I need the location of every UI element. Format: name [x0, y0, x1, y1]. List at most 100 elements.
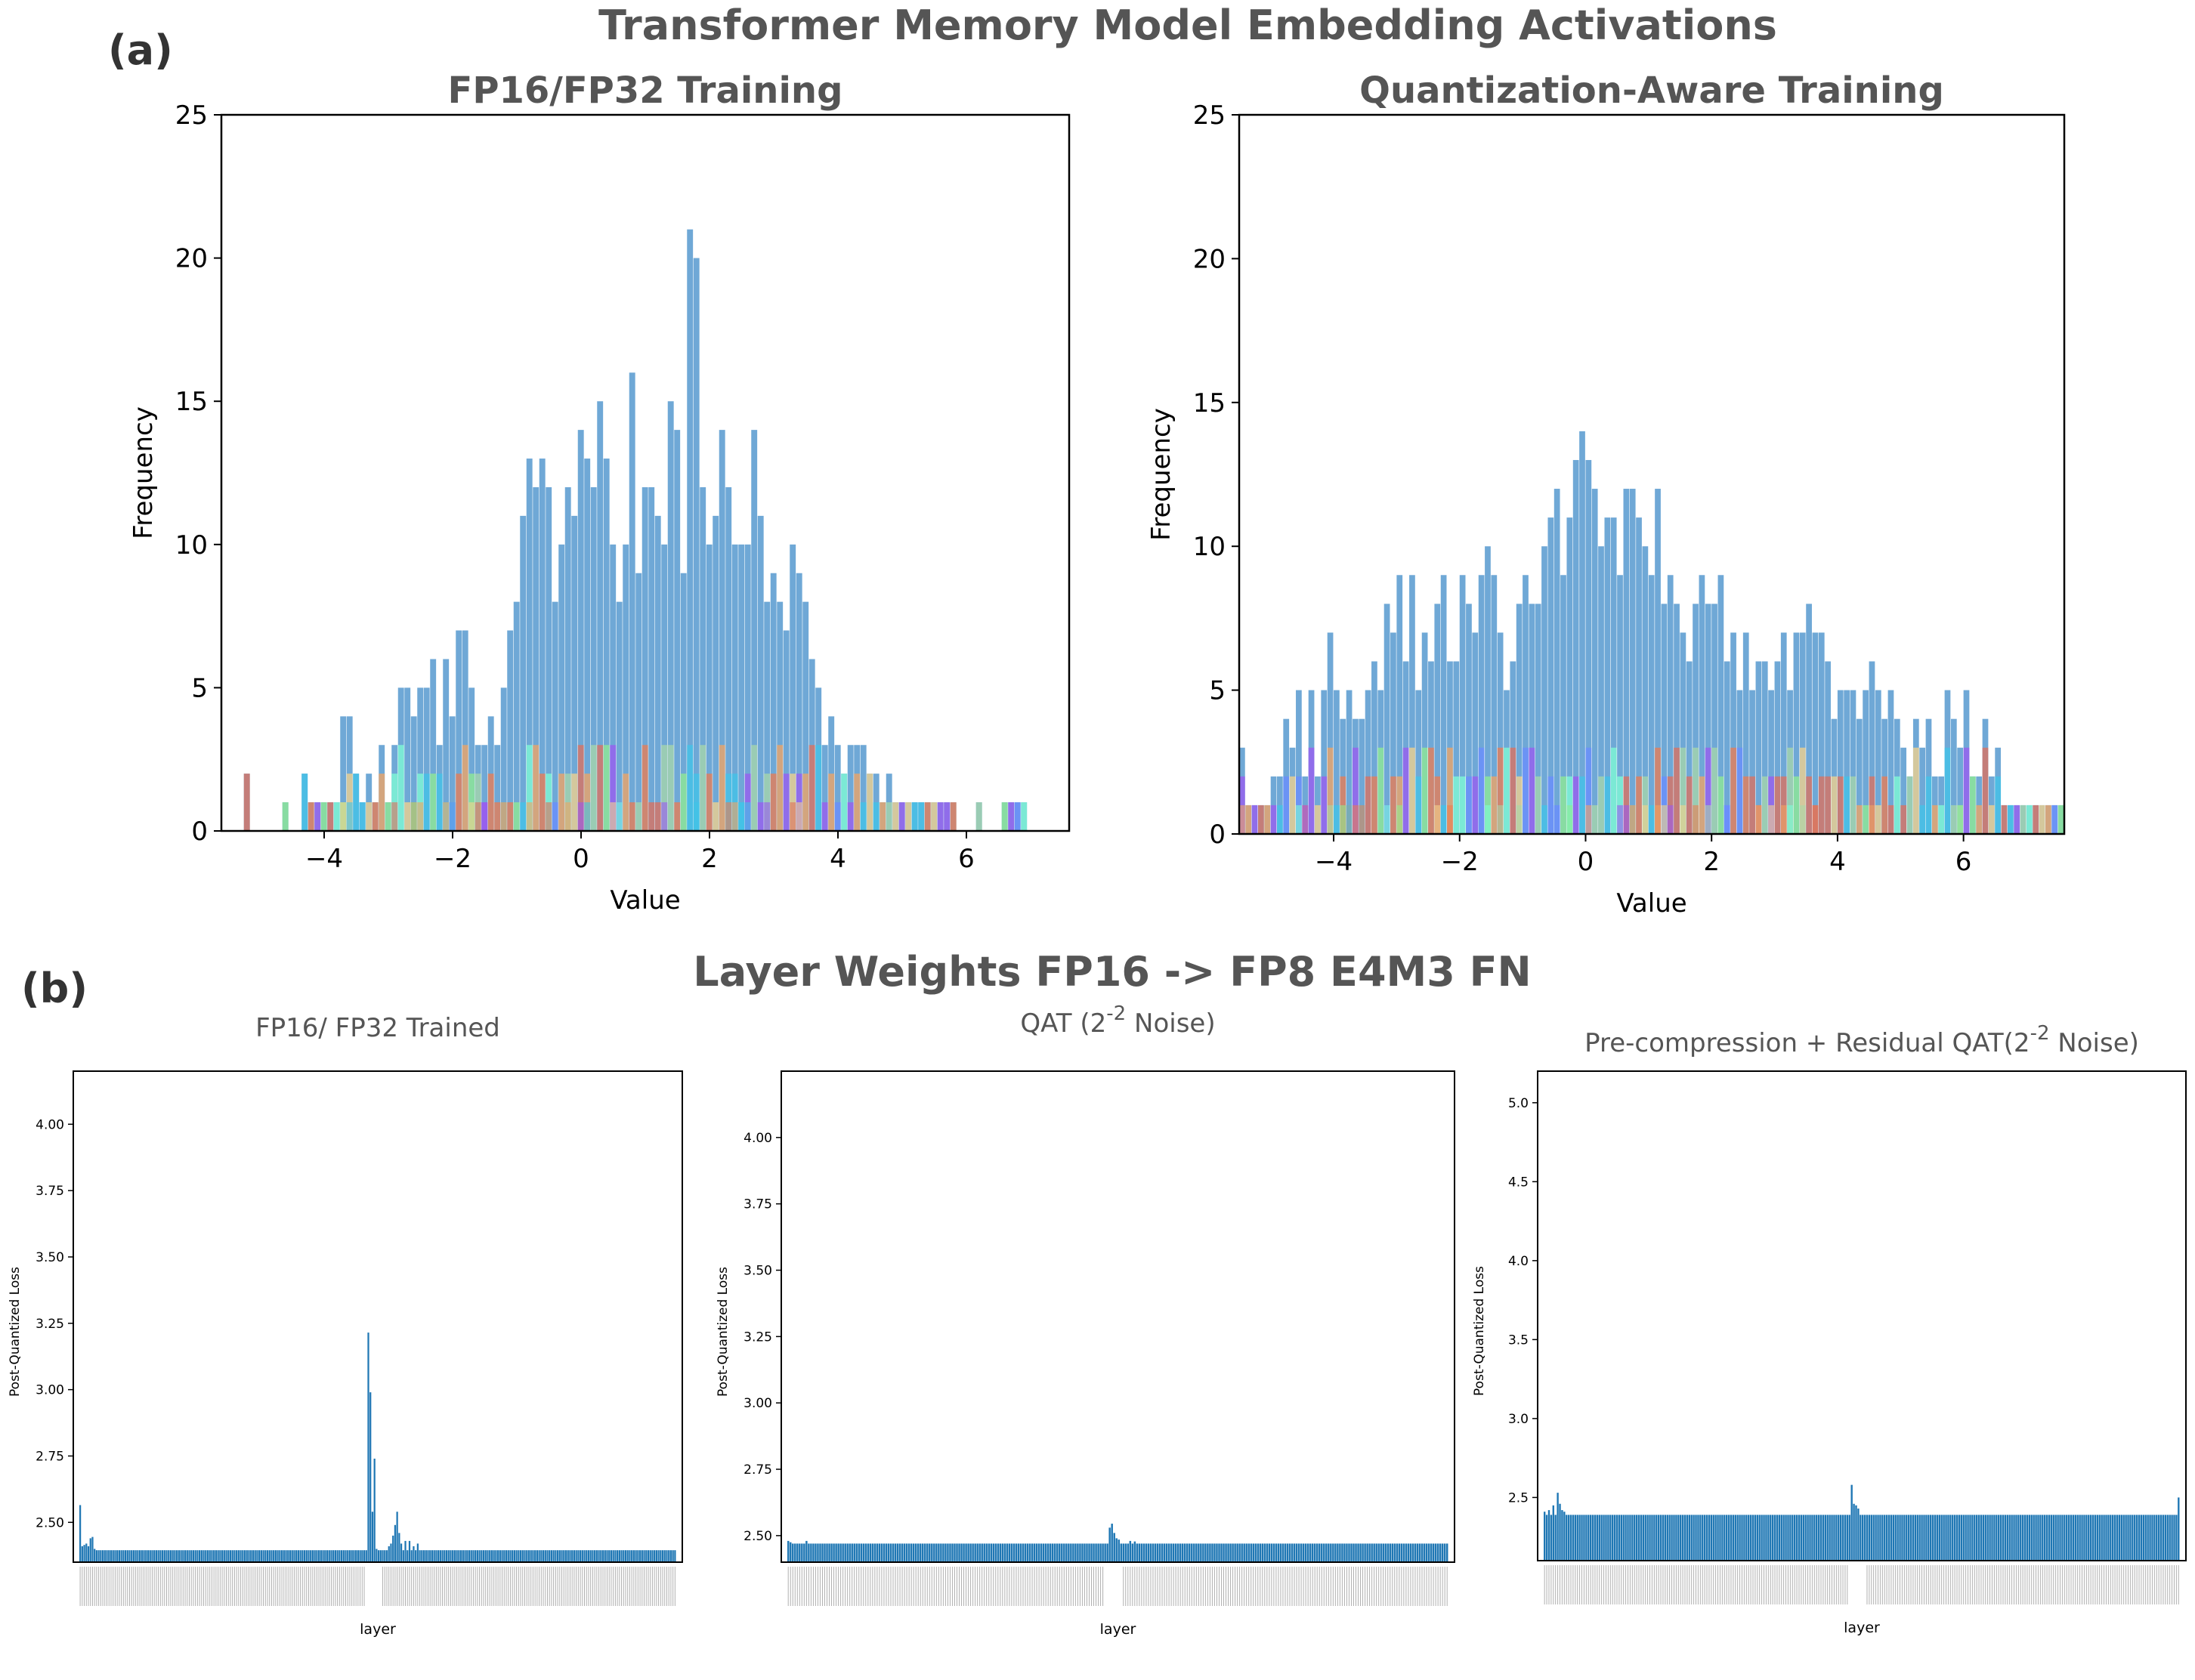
layer-bar [1181, 1543, 1184, 1562]
layer-bar [2101, 1515, 2103, 1561]
layer-bar [1741, 1515, 1743, 1561]
overlay-bar [757, 802, 764, 831]
histogram-bar [1699, 575, 1705, 834]
overlay-bar [1327, 804, 1334, 834]
layer-bar [787, 1540, 790, 1562]
y-tick-label: 3.75 [744, 1197, 772, 1212]
layer-bar [1209, 1543, 1211, 1562]
layer-bar [1554, 1515, 1557, 1561]
layer-bar [581, 1550, 583, 1562]
layer-bar [1991, 1515, 1993, 1561]
layer-bar [905, 1543, 908, 1562]
layer-bar [87, 1546, 90, 1562]
layer-bar [1736, 1515, 1739, 1561]
layer-bar [2085, 1515, 2088, 1561]
layer-bar [91, 1536, 94, 1562]
layer-bar [1362, 1543, 1364, 1562]
layer-bar [332, 1550, 335, 1562]
overlay-bar [333, 802, 340, 831]
overlay-bar [1472, 776, 1479, 834]
overlay-bar [623, 774, 629, 831]
layer-bar [355, 1550, 357, 1562]
y-tick-label: 25 [175, 100, 208, 131]
overlay-bar [808, 745, 815, 831]
layer-bar [907, 1543, 910, 1562]
overlay-bar [1931, 804, 1938, 834]
histogram-bar [1818, 632, 1825, 834]
layer-bar [297, 1550, 299, 1562]
layer-bar [1637, 1515, 1640, 1561]
layer-bar [316, 1550, 318, 1562]
histogram-bar [796, 573, 802, 831]
layer-bar [1266, 1543, 1269, 1562]
layer-bar [1165, 1543, 1168, 1562]
layer-bar [202, 1550, 205, 1562]
overlay-bar [1396, 804, 1403, 834]
y-tick-label: 3.00 [744, 1396, 772, 1411]
histogram-bar [1585, 459, 1592, 834]
layer-bar [2070, 1515, 2073, 1561]
layer-bar [1059, 1543, 1061, 1562]
overlay-bar [1315, 804, 1321, 834]
layer-bar [2129, 1515, 2132, 1561]
overlay-bar [661, 745, 668, 831]
layer-bar [1145, 1543, 1148, 1562]
layer-bar [497, 1550, 499, 1562]
layer-bar [404, 1540, 407, 1562]
overlay-bar [860, 802, 867, 831]
layer-bar [435, 1550, 437, 1562]
layer-bar [799, 1543, 801, 1562]
histogram-bar [706, 544, 713, 831]
layer-bar [1441, 1543, 1444, 1562]
layer-bar [819, 1543, 821, 1562]
layer-bar [1872, 1515, 1875, 1561]
layer-bar [617, 1550, 619, 1562]
layer-bar [450, 1550, 452, 1562]
histogram-bar [430, 659, 437, 831]
x-axis-label: Value [1616, 888, 1686, 919]
overlay-bar [847, 802, 854, 831]
histogram-bar [680, 573, 687, 831]
layer-bar [1272, 1543, 1275, 1562]
layer-bar [2166, 1515, 2169, 1561]
layer-bar [1382, 1543, 1384, 1562]
x-tick-label: 0 [573, 844, 589, 874]
layer-bar [359, 1550, 361, 1562]
layer-bar [929, 1543, 931, 1562]
layer-bar [301, 1550, 304, 1562]
layer-bar [641, 1550, 643, 1562]
histogram-bar [1837, 690, 1844, 834]
layer-bar [1204, 1543, 1207, 1562]
layer-bar [1686, 1515, 1689, 1561]
histogram-bar [1497, 632, 1504, 834]
layer-bar [1952, 1515, 1954, 1561]
overlay-bar [1340, 804, 1346, 834]
overlay-bar [661, 802, 668, 831]
layer-bar [2178, 1497, 2180, 1561]
layer-bar [2125, 1515, 2127, 1561]
layer-bar [1918, 1515, 1921, 1561]
y-tick-label: 3.25 [36, 1317, 64, 1332]
layer-bar [507, 1550, 509, 1562]
histogram-bar [1717, 575, 1724, 834]
overlay-bar [821, 802, 828, 831]
layer-bar [532, 1550, 534, 1562]
layer-bar [552, 1550, 555, 1562]
histogram-bar [520, 515, 527, 831]
layer-bar [2138, 1515, 2141, 1561]
layer-loss-precompression: 2.5 3.0 3.5 4.0 4.5 5.0 Pre-compression + Resi… [1472, 1022, 2187, 1636]
layer-bar [1909, 1515, 1912, 1561]
x-tick-label: 2 [1703, 847, 1720, 877]
layer-bar [254, 1550, 256, 1562]
x-axis-label: layer [1100, 1621, 1136, 1638]
layer-bar [810, 1543, 812, 1562]
layer-bar [808, 1543, 810, 1562]
layer-bar [1721, 1515, 1724, 1561]
layer-bar [1176, 1543, 1179, 1562]
overlay-bar [1560, 776, 1566, 834]
layer-bar [2135, 1515, 2138, 1561]
y-axis-label: Post-Quantized Loss [716, 1267, 731, 1397]
layer-bar [1940, 1515, 1943, 1561]
overlay-bar [1409, 747, 1415, 834]
chart-title-main: QAT (2 [1020, 1008, 1106, 1039]
